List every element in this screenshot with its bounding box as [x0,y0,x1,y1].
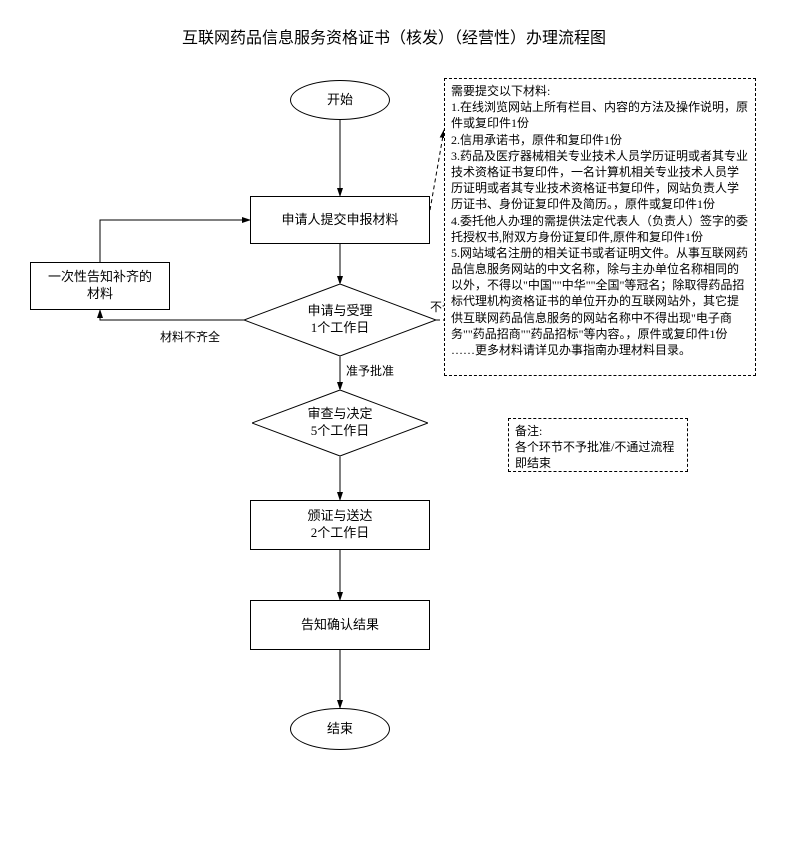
node-issue-label: 颁证与送达 2个工作日 [307,508,372,542]
node-accept: 申请与受理 1个工作日 [244,284,436,356]
node-supplement-label: 一次性告知补齐的 材料 [48,269,152,303]
node-submit: 申请人提交申报材料 [250,196,430,244]
node-end: 结束 [290,708,390,750]
node-issue: 颁证与送达 2个工作日 [250,500,430,550]
remark-box: 备注: 各个环节不予批准/不通过流程即结束 [508,418,688,472]
node-review: 审查与决定 5个工作日 [252,390,428,456]
node-notify: 告知确认结果 [250,600,430,650]
node-accept-label: 申请与受理 1个工作日 [307,303,372,337]
node-review-label: 审查与决定 5个工作日 [307,406,372,440]
edge-label-incomplete: 材料不齐全 [160,328,220,345]
node-start: 开始 [290,80,390,120]
node-supplement: 一次性告知补齐的 材料 [30,262,170,310]
materials-box: 需要提交以下材料: 1.在线浏览网站上所有栏目、内容的方法及操作说明，原件或复印… [444,78,756,376]
node-notify-label: 告知确认结果 [301,617,379,634]
node-start-label: 开始 [327,92,353,109]
node-end-label: 结束 [327,721,353,738]
edge-label-approve: 准予批准 [346,362,394,379]
node-submit-label: 申请人提交申报材料 [281,212,398,229]
page-title: 互联网药品信息服务资格证书（核发）（经营性）办理流程图 [114,24,674,48]
